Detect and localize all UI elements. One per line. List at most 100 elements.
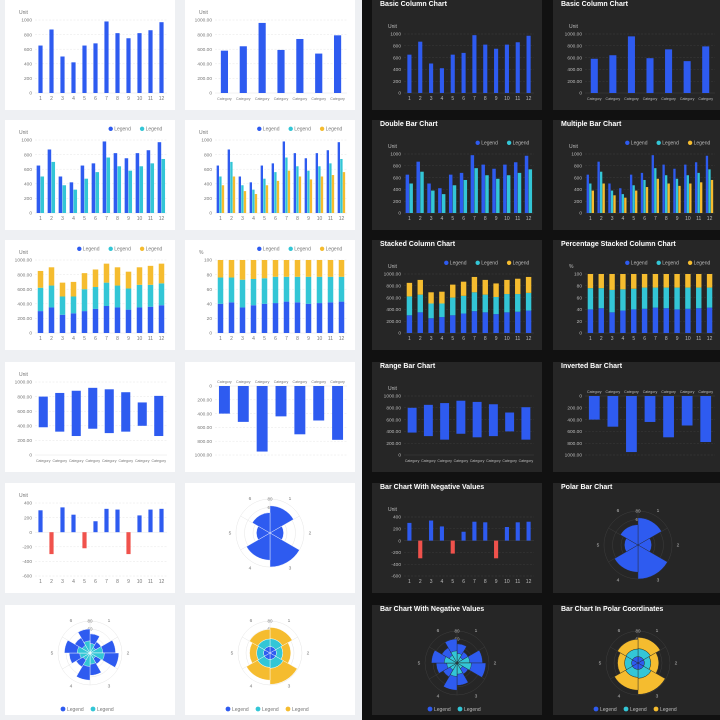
x-tick-label: 9 xyxy=(495,96,498,102)
bar xyxy=(450,54,455,93)
x-tick-label: 4 xyxy=(441,96,444,102)
y-tick-label: 400.00 xyxy=(386,429,401,435)
x-tick-label: 6 xyxy=(462,216,465,222)
y-tick-label: 80 xyxy=(577,284,583,290)
legend-label: Legend xyxy=(481,261,498,267)
x-tick-label: 9 xyxy=(127,216,130,222)
bar-segment xyxy=(428,292,434,304)
x-tick-label: 7 xyxy=(654,336,657,342)
bar-segment xyxy=(48,267,55,286)
bar-segment xyxy=(316,303,323,333)
x-tick-label: 6 xyxy=(462,579,465,585)
y-tick-label: 200 xyxy=(204,196,212,202)
chart-card-light-basic-column-category: Unit 0 200.00 400.00 600.00 800.00 1000.00 Cate… xyxy=(185,0,355,110)
y-tick-label: 400 xyxy=(393,515,401,521)
bar-segment xyxy=(417,279,423,295)
bar xyxy=(254,194,258,213)
x-tick-label: 11 xyxy=(328,336,333,342)
legend-swatch xyxy=(475,140,480,145)
angle-label: 6 xyxy=(617,508,620,514)
x-tick-label: 8 xyxy=(116,96,119,102)
bar xyxy=(608,183,611,213)
bar-segment xyxy=(620,289,626,311)
bar-segment xyxy=(674,274,680,288)
angle-label: 2 xyxy=(309,531,312,537)
bar xyxy=(420,171,424,213)
bar xyxy=(702,46,710,93)
bar-segment xyxy=(158,305,165,333)
bar xyxy=(128,170,133,213)
bar xyxy=(104,21,109,93)
x-tick-label: 9 xyxy=(127,336,130,342)
x-tick-label: 12 xyxy=(159,336,165,342)
bar xyxy=(276,180,280,213)
bar xyxy=(407,54,412,93)
bar xyxy=(161,158,166,213)
chart-title: Stacked Column Chart xyxy=(380,241,456,248)
bar xyxy=(626,396,637,453)
y-axis-label: Unit xyxy=(388,264,398,270)
x-tick-label: 4 xyxy=(72,96,75,102)
y-tick-label: 1000.00 xyxy=(15,258,33,264)
x-tick-label: 11 xyxy=(515,216,520,222)
x-tick-label: 1 xyxy=(408,579,411,585)
y-tick-label: 600.00 xyxy=(567,429,582,435)
x-tick-label: 7 xyxy=(654,216,657,222)
legend-swatch xyxy=(90,706,96,712)
chart-svg: 0 200.00 400.00 600.00 800.00 1000.00 Category… xyxy=(195,380,347,459)
x-tick-label: 6 xyxy=(643,336,646,342)
y-tick-label: 200.00 xyxy=(567,79,582,85)
legend-label: Legend xyxy=(513,261,530,267)
bar-segment xyxy=(609,274,615,290)
legend-swatch xyxy=(625,260,630,265)
x-tick-label: Category xyxy=(69,459,84,463)
y-tick-label: 400.00 xyxy=(17,424,32,430)
y-tick-label: 800.00 xyxy=(567,44,582,50)
x-tick-label: 9 xyxy=(127,579,130,585)
bar xyxy=(237,386,249,422)
y-tick-label: -200 xyxy=(391,550,401,556)
bar xyxy=(62,185,67,213)
bar xyxy=(126,532,131,555)
bar-segment xyxy=(37,311,44,333)
y-axis-label: Unit xyxy=(19,250,29,256)
bar-segment xyxy=(471,292,478,312)
bar xyxy=(332,386,344,440)
x-tick-label: 4 xyxy=(622,216,625,222)
legend-swatch xyxy=(457,706,463,712)
chart-title: Range Bar Chart xyxy=(380,363,436,370)
y-tick-label: 1000.00 xyxy=(384,272,402,278)
bar-segment xyxy=(428,303,434,319)
legend-swatch xyxy=(427,706,433,712)
x-tick-label: Category xyxy=(680,97,695,101)
bar-segment xyxy=(450,284,456,298)
bar-segment xyxy=(228,260,235,278)
x-tick-label: 4 xyxy=(441,336,444,342)
bar-segment xyxy=(294,260,301,277)
bar-segment xyxy=(652,274,659,288)
x-tick-label: 3 xyxy=(430,336,433,342)
x-tick-label: 6 xyxy=(274,336,277,342)
x-tick-label: 2 xyxy=(419,216,422,222)
y-tick-label: 600.00 xyxy=(386,295,401,301)
x-tick-label: Category xyxy=(624,97,639,101)
legend-swatch xyxy=(225,706,231,712)
bar-segment xyxy=(450,315,456,333)
x-tick-label: Category xyxy=(330,97,345,101)
legend-swatch xyxy=(625,140,630,145)
angle-label: 5 xyxy=(51,651,54,657)
bar xyxy=(440,403,450,440)
y-tick-label: 600 xyxy=(393,55,401,61)
x-tick-label: 3 xyxy=(430,216,433,222)
bar xyxy=(689,183,692,213)
bar-segment xyxy=(631,274,637,289)
bar-segment xyxy=(631,288,637,310)
legend-swatch xyxy=(255,706,261,712)
angle-label: 5 xyxy=(599,661,602,667)
bar xyxy=(673,168,676,213)
angle-label: 5 xyxy=(597,543,600,549)
bar xyxy=(481,164,485,213)
x-tick-label: 6 xyxy=(94,96,97,102)
y-tick-label: 0 xyxy=(29,91,32,97)
